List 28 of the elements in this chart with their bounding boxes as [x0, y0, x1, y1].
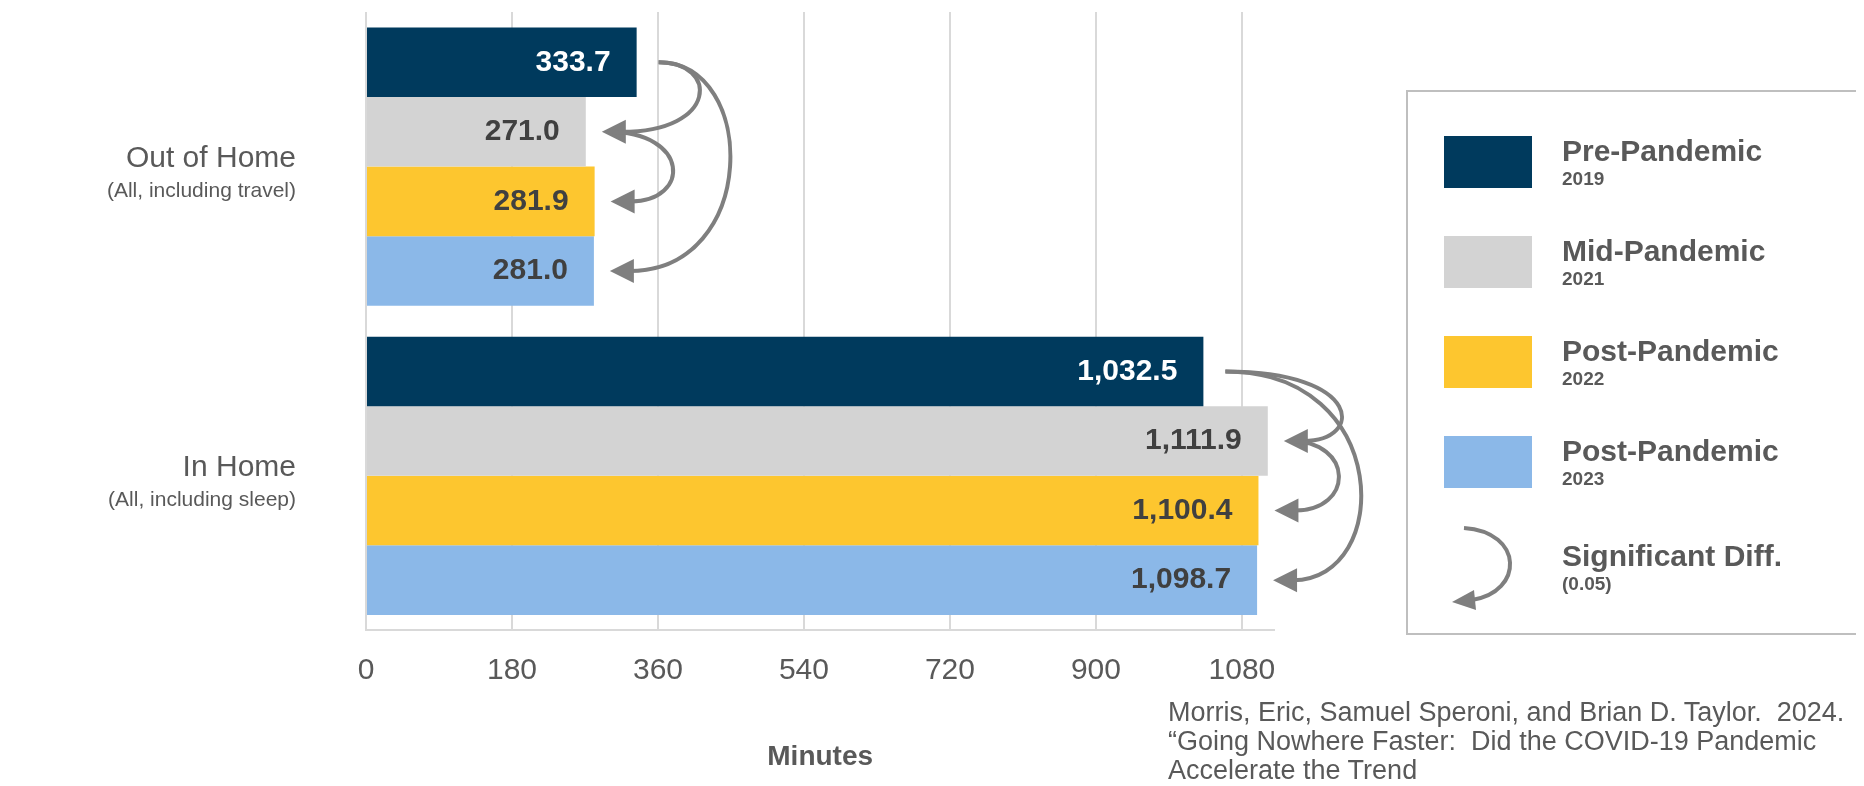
bar: [367, 166, 595, 237]
data-label: 1,111.9: [1144, 422, 1242, 456]
x-tick-label: 900: [1070, 651, 1121, 685]
y-tick-label: Out of Home (All, including travel): [106, 139, 296, 201]
data-label: 1,098.7: [1130, 561, 1232, 595]
data-label: 271.0: [484, 113, 560, 147]
bar: [367, 336, 1204, 407]
data-label: 1,032.5: [1077, 352, 1178, 386]
y-tick-label: In Home (All, including sleep): [108, 448, 296, 510]
legend-label: Mid-Pandemic 2021: [1562, 234, 1766, 290]
text: Significant Diff. (0.05): [1562, 539, 1782, 595]
x-tick-label: 360: [632, 651, 683, 685]
legend-label: Pre-Pandemic 2019: [1562, 134, 1763, 190]
x-tick-label: 0: [357, 651, 375, 685]
text: Morris, Eric, Samuel Speroni, and Brian D. Taylor. 2024. “Going Nowhere Faster: Did the COVID-19 Pandemic Accelerate the Trend: [1168, 697, 1846, 785]
legend-label: Post-Pandemic 2022: [1562, 334, 1779, 390]
x-tick-label: 180: [486, 651, 538, 685]
bar: [367, 236, 594, 306]
data-label: 281.0: [492, 252, 568, 286]
data-label: 333.7: [535, 43, 611, 77]
x-axis-title: Minutes: [767, 739, 874, 771]
bar: [367, 545, 1258, 615]
x-tick-label: 540: [778, 651, 829, 685]
data-label: 281.9: [493, 182, 569, 216]
x-tick-label: 1080: [1208, 651, 1276, 685]
data-label: 1,100.4: [1132, 491, 1233, 525]
legend-label: Post-Pandemic 2023: [1562, 434, 1779, 490]
x-tick-label: 720: [924, 651, 975, 685]
